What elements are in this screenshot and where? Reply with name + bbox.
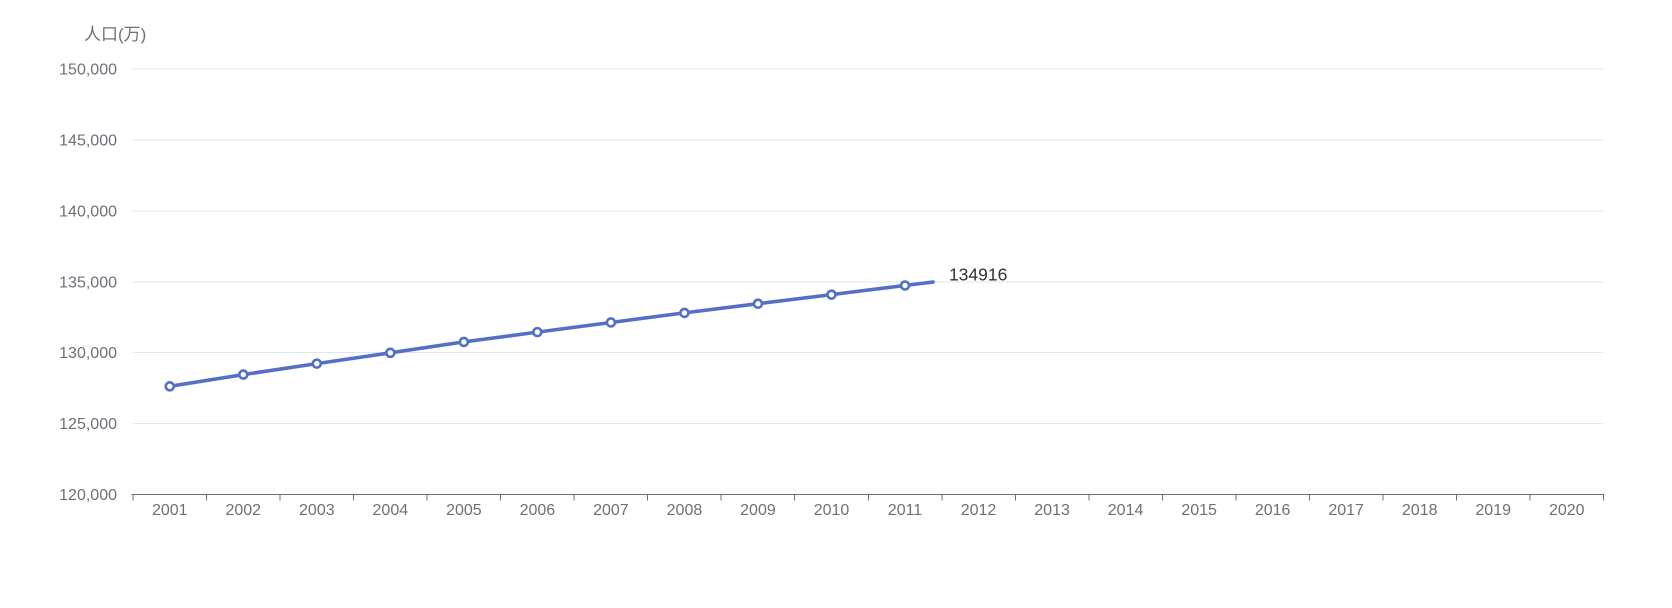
x-tick-label: 2019	[1475, 502, 1511, 519]
y-tick-label: 140,000	[59, 203, 117, 220]
x-tick-label: 2004	[373, 502, 409, 519]
x-tick-label: 2006	[520, 502, 556, 519]
data-point-2006[interactable]	[532, 326, 543, 338]
x-tick-label: 2008	[667, 502, 703, 519]
x-tick-label: 2005	[446, 502, 482, 519]
data-point-2011[interactable]	[899, 280, 911, 291]
x-tick-label: 2012	[961, 502, 997, 519]
y-tick-label: 145,000	[59, 132, 117, 149]
y-tick-label: 150,000	[59, 62, 117, 79]
data-point-2010[interactable]	[826, 289, 837, 300]
x-tick-label: 2017	[1328, 502, 1364, 519]
data-point-2002[interactable]	[237, 369, 249, 380]
x-tick-label: 2018	[1402, 502, 1438, 519]
data-point-2007[interactable]	[605, 317, 617, 328]
data-point-2009[interactable]	[752, 298, 764, 310]
x-tick-label: 2016	[1255, 502, 1291, 519]
x-tick-label: 2011	[888, 502, 923, 519]
x-tick-label: 2002	[225, 502, 261, 519]
data-point-2005[interactable]	[458, 336, 470, 348]
data-point-2008[interactable]	[679, 307, 690, 319]
y-tick-label: 130,000	[59, 345, 117, 362]
y-tick-label: 135,000	[59, 274, 117, 291]
end-value-label: 134916	[949, 265, 1007, 285]
data-point-2004[interactable]	[385, 347, 396, 359]
x-tick-label: 2003	[299, 502, 335, 519]
x-tick-label: 2015	[1181, 502, 1217, 519]
data-point-2003[interactable]	[311, 358, 323, 369]
x-tick-label: 2010	[814, 502, 850, 519]
y-tick-label: 120,000	[59, 487, 117, 504]
y-tick-label: 125,000	[59, 416, 117, 433]
x-tick-label: 2013	[1034, 502, 1070, 519]
data-point-2001[interactable]	[164, 381, 176, 392]
x-tick-label: 2014	[1108, 502, 1144, 519]
x-tick-label: 2020	[1549, 502, 1585, 519]
y-axis-title: 人口(万)	[84, 25, 147, 44]
x-tick-label: 2001	[152, 502, 188, 519]
x-tick-label: 2007	[593, 502, 629, 519]
x-tick-label: 2009	[740, 502, 776, 519]
series-line	[168, 280, 935, 389]
